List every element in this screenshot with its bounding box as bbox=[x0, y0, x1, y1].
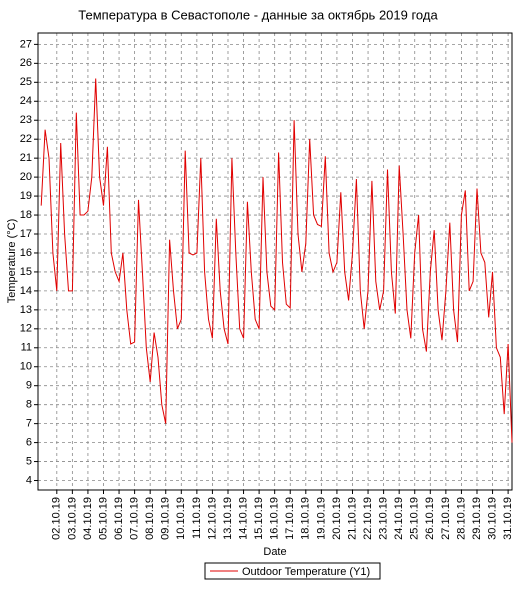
x-tick-label: 17.10.19 bbox=[284, 497, 296, 540]
y-tick-label: 15 bbox=[20, 266, 32, 278]
x-tick-label: 20.10.19 bbox=[331, 497, 343, 540]
x-tick-label: 16.10.19 bbox=[269, 497, 281, 540]
legend-label: Outdoor Temperature (Y1) bbox=[242, 566, 370, 578]
y-tick-label: 11 bbox=[21, 342, 32, 354]
x-tick-label: 24.10.19 bbox=[393, 497, 405, 540]
x-tick-label: 03.10.19 bbox=[66, 497, 78, 540]
y-tick-label: 8 bbox=[26, 399, 32, 411]
x-tick-label: 02.10.19 bbox=[51, 497, 63, 540]
x-axis-label: Date bbox=[263, 546, 286, 558]
x-tick-label: 23.10.19 bbox=[378, 497, 390, 540]
y-tick-label: 10 bbox=[20, 361, 32, 373]
y-tick-label: 23 bbox=[20, 114, 32, 126]
y-tick-label: 22 bbox=[20, 133, 32, 145]
x-tick-label: 04.10.19 bbox=[82, 497, 94, 540]
x-tick-label: 12.10.19 bbox=[206, 497, 218, 540]
y-tick-label: 20 bbox=[20, 171, 32, 183]
y-tick-label: 21 bbox=[20, 152, 32, 164]
x-tick-label: 14.10.19 bbox=[237, 497, 249, 540]
x-tick-label: 28.10.19 bbox=[455, 497, 467, 540]
x-tick-label: 18.10.19 bbox=[300, 497, 312, 540]
x-tick-label: 10.10.19 bbox=[175, 497, 187, 540]
x-tick-label: 05.10.19 bbox=[97, 497, 109, 540]
y-tick-label: 27 bbox=[20, 38, 32, 50]
y-tick-label: 14 bbox=[20, 285, 32, 297]
plot-frame bbox=[37, 32, 513, 491]
y-tick-label: 19 bbox=[20, 190, 32, 202]
y-tick-label: 25 bbox=[20, 76, 32, 88]
x-tick-label: 25.10.19 bbox=[409, 497, 421, 540]
legend-box bbox=[204, 562, 381, 580]
y-tick-label: 4 bbox=[26, 474, 32, 486]
x-tick-label: 13.10.19 bbox=[222, 497, 234, 540]
x-tick-label: 06.10.19 bbox=[113, 497, 125, 540]
y-axis-label: Temperature (°C) bbox=[6, 219, 18, 303]
x-tick-label: 21.10.19 bbox=[346, 497, 358, 540]
y-tick-label: 26 bbox=[20, 57, 32, 69]
y-tick-label: 17 bbox=[20, 228, 32, 240]
x-tick-label: 15.10.19 bbox=[253, 497, 265, 540]
y-tick-label: 12 bbox=[20, 323, 32, 335]
series-line bbox=[40, 78, 513, 443]
y-tick-label: 7 bbox=[26, 418, 32, 430]
x-tick-label: 19.10.19 bbox=[315, 497, 327, 540]
chart-title: Температура в Севастополе - данные за ок… bbox=[78, 7, 438, 22]
x-tick-label: 27.10.19 bbox=[440, 497, 452, 540]
y-tick-label: 5 bbox=[26, 455, 32, 467]
x-tick-label: 26.10.19 bbox=[424, 497, 436, 540]
x-tick-label: 22.10.19 bbox=[362, 497, 374, 540]
x-tick-label: 08.10.19 bbox=[144, 497, 156, 540]
y-tick-label: 18 bbox=[20, 209, 32, 221]
x-tick-label: 09.10.19 bbox=[160, 497, 172, 540]
x-tick-label: 30.10.19 bbox=[486, 497, 498, 540]
y-tick-label: 24 bbox=[20, 95, 32, 107]
x-tick-label: 31.10.19 bbox=[502, 497, 514, 540]
y-tick-label: 13 bbox=[20, 304, 32, 316]
y-tick-label: 16 bbox=[20, 247, 32, 259]
x-tick-label: 29.10.19 bbox=[471, 497, 483, 540]
y-tick-label: 6 bbox=[26, 436, 32, 448]
y-tick-label: 9 bbox=[26, 380, 32, 392]
x-tick-label: 11.10.19 bbox=[191, 497, 203, 539]
x-tick-label: 07.10.19 bbox=[129, 497, 141, 540]
